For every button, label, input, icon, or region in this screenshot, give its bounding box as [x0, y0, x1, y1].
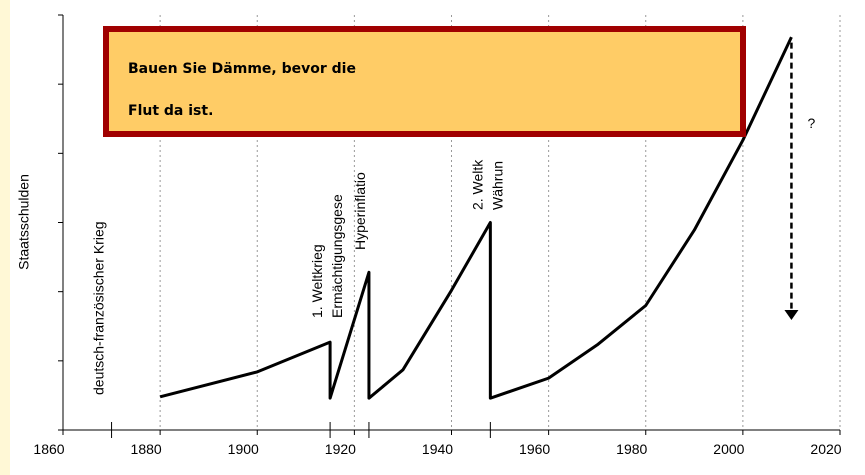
y-axis-label: Staatsschulden	[16, 174, 32, 270]
x-tick-label: 2020	[810, 441, 841, 457]
callout-text: Flut da ist.	[128, 103, 213, 119]
annotation: Währun	[489, 161, 505, 210]
x-tick-label: 1860	[33, 441, 64, 457]
annotation: Ermächtigungsgese	[329, 194, 345, 318]
annotation: Hyperinflatio	[352, 172, 368, 250]
callout-text: Bauen Sie Dämme, bevor die	[128, 61, 356, 77]
annotation: deutsch-französischer Krieg	[91, 221, 107, 395]
x-tick-label: 1980	[616, 441, 647, 457]
arrow-head	[784, 309, 799, 320]
callout-box	[103, 26, 746, 137]
x-tick-label: 1880	[131, 441, 162, 457]
x-tick-label: 2000	[713, 441, 744, 457]
line	[159, 36, 793, 400]
x-tick-label: 1940	[422, 441, 453, 457]
x-tick-label: 1920	[325, 441, 356, 457]
annotation: 1. Weltkrieg	[309, 244, 325, 318]
x-tick-label: 1960	[519, 441, 550, 457]
annotation: 2. Weltk	[469, 159, 485, 210]
arrow-label: ?	[807, 115, 815, 131]
left-strip	[0, 0, 10, 475]
x-tick-label: 1900	[228, 441, 259, 457]
